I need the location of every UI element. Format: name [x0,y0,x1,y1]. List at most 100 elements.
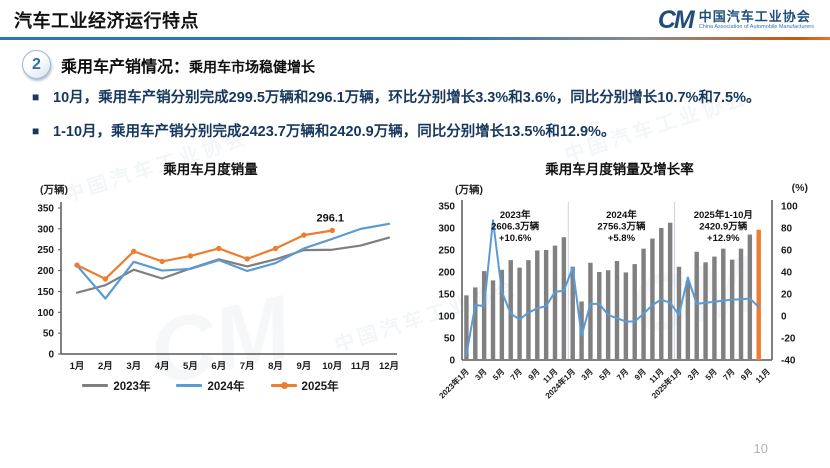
legend-swatch-blue [176,384,203,388]
line-chart-canvas: 0 50 100 150 200 250 300 350 1月 2月 3月 4月 5月 6月 7月 8月 9月 1… [37,201,399,372]
legend-label: 2023年 [113,380,151,393]
svg-text:350: 350 [37,203,54,214]
svg-text:3月: 3月 [473,367,488,382]
logo-org-name-en: China Association of Automobile Manufact… [698,24,814,31]
svg-text:2023年1月: 2023年1月 [436,366,470,400]
series-line-2023年 [75,236,390,294]
charts-row: 乘用车月度销量 (万辆) 0 50 100 150 200 250 300 350 1月 2月 3月… [0,156,830,430]
svg-text:8月: 8月 [268,361,283,372]
svg-text:0: 0 [449,355,455,366]
legend-swatch-gray [82,384,109,388]
svg-text:-40: -40 [781,355,796,366]
svg-text:-20: -20 [781,333,796,344]
svg-text:3月: 3月 [579,367,594,382]
series-line-2025年 [75,229,333,280]
svg-text:200: 200 [37,266,54,277]
monthly-sales-line-chart: 乘用车月度销量 (万辆) 0 50 100 150 200 250 300 350 1月 2月 3月… [6,156,415,430]
legend-item-2024: 2024年 [176,378,245,394]
svg-text:6月: 6月 [211,361,226,372]
caam-logo: CM 中国汽车工业协会 China Association of Automob… [657,5,814,34]
svg-text:2023年: 2023年 [499,209,530,221]
svg-text:3月: 3月 [126,361,141,372]
chart-title: 乘用车月度销量及增长率 [545,161,694,177]
page-title: 汽车工业经济运行特点 [14,11,199,31]
header-divider [0,37,830,40]
caam-logo-icon: CM [657,5,695,34]
svg-text:2025年1-10月: 2025年1-10月 [693,209,752,221]
svg-text:300: 300 [438,223,455,234]
svg-text:5月: 5月 [597,367,612,382]
svg-text:150: 150 [438,289,455,300]
svg-text:5月: 5月 [491,367,506,382]
monthly-sales-growth-chart: 乘用车月度销量及增长率 (万辆) (%) 0 50 100 150 200 250 300 3… [415,156,824,430]
svg-text:40: 40 [781,267,793,278]
y-axis-unit-label: (万辆) [455,183,483,196]
legend-swatch-orange [270,382,297,390]
svg-text:250: 250 [37,245,54,256]
legend-item-2023: 2023年 [82,378,150,394]
section-title-sub: 乘用车市场稳健增长 [189,58,316,75]
svg-text:2024年: 2024年 [606,209,637,221]
bullet-text: 10月，乘用车产销分别完成299.5万辆和296.1万辆，环比分别增长3.3%和… [53,90,761,106]
page-number: 10 [753,441,768,456]
svg-text:1月: 1月 [69,361,84,372]
section-heading: 2 乘用车产销情况：乘用车市场稳健增长 [22,50,830,79]
svg-text:10月: 10月 [322,361,342,372]
bullet-item: ■ 1-10月，乘用车产销分别完成2423.7万辆和2420.9万辆，同比分别增… [32,121,800,143]
svg-text:50: 50 [42,329,54,340]
svg-text:7月: 7月 [721,367,736,382]
secondary-axis-unit-label: (%) [791,181,808,194]
section-title-main: 乘用车产销情况： [61,58,190,76]
svg-text:+12.9%: +12.9% [707,233,740,244]
svg-text:2756.3万辆: 2756.3万辆 [597,220,646,232]
svg-text:5月: 5月 [703,367,718,382]
growth-rate-line [464,219,760,356]
svg-text:0: 0 [48,349,54,360]
section-title: 乘用车产销情况：乘用车市场稳健增长 [61,53,315,77]
svg-text:+5.8%: +5.8% [607,233,635,244]
legend-label: 2024年 [207,380,245,393]
svg-text:20: 20 [781,289,793,300]
svg-text:200: 200 [438,267,455,278]
bullet-text: 1-10月，乘用车产销分别完成2423.7万辆和2420.9万辆，同比分别增长1… [53,124,616,141]
svg-text:150: 150 [37,287,54,298]
svg-text:80: 80 [781,223,793,234]
series-line-2024年 [75,222,390,300]
svg-text:4月: 4月 [154,361,169,372]
svg-text:9月: 9月 [739,367,754,382]
svg-text:100: 100 [438,311,455,322]
chart-title: 乘用车月度销量 [163,161,258,177]
combo-chart-canvas: 0 50 100 150 200 250 300 350 -40 -20 0 20 40 60 80 100 2… [436,199,798,400]
svg-text:2月: 2月 [97,361,112,372]
svg-text:2606.3万辆: 2606.3万辆 [491,220,540,232]
bullet-list: ■ 10月，乘用车产销分别完成299.5万辆和296.1万辆，环比分别增长3.3… [0,87,830,144]
svg-text:7月: 7月 [508,367,523,382]
svg-text:0: 0 [781,311,787,322]
svg-text:2420.9万辆: 2420.9万辆 [699,220,748,232]
svg-text:300: 300 [37,224,54,235]
section-number-badge: 2 [22,50,51,79]
legend-label: 2025年 [301,380,339,393]
svg-text:100: 100 [37,308,54,319]
bullet-marker-icon: ■ [32,124,40,139]
svg-text:250: 250 [438,245,455,256]
svg-text:9月: 9月 [632,367,647,382]
svg-text:+10.6%: +10.6% [498,233,531,244]
svg-text:11月: 11月 [350,361,370,372]
bullet-item: ■ 10月，乘用车产销分别完成299.5万辆和296.1万辆，环比分别增长3.3… [32,87,800,109]
slide-header: 汽车工业经济运行特点 CM 中国汽车工业协会 China Association… [0,0,830,37]
svg-text:11月: 11月 [753,367,771,385]
svg-text:100: 100 [781,201,798,212]
svg-text:9月: 9月 [296,361,311,372]
svg-text:3月: 3月 [685,367,700,382]
svg-text:50: 50 [443,333,455,344]
svg-text:350: 350 [438,201,455,212]
svg-text:60: 60 [781,245,793,256]
svg-text:12月: 12月 [378,361,398,372]
svg-text:5月: 5月 [183,361,198,372]
chart-legend: 2023年 2024年 2025年 [6,378,415,394]
logo-org-name: 中国汽车工业协会 [698,8,811,24]
svg-text:7月: 7月 [239,361,254,372]
svg-text:9月: 9月 [526,367,541,382]
svg-text:296.1: 296.1 [316,212,344,224]
